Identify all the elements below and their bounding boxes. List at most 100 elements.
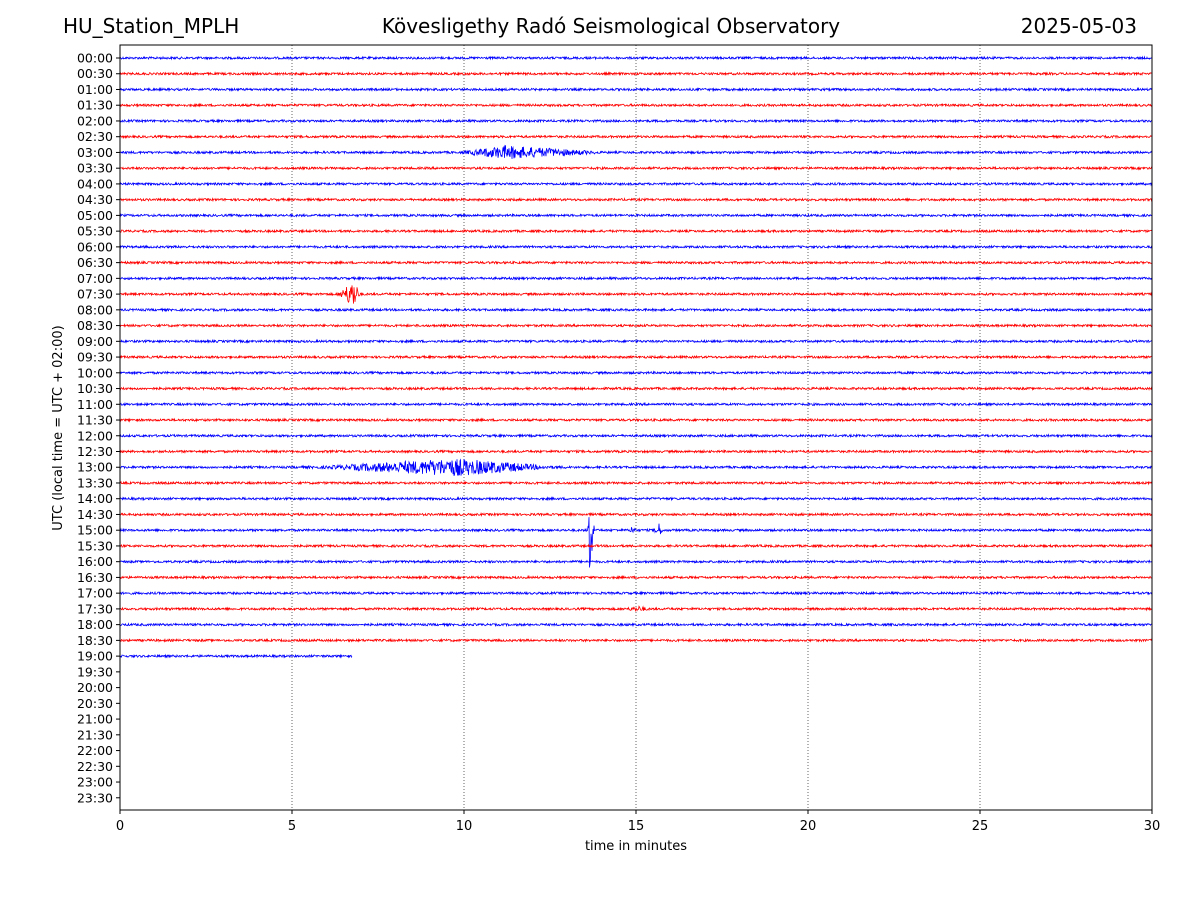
x-tick-label: 20 — [800, 819, 817, 834]
trace-1330 — [119, 480, 1153, 486]
trace-0200 — [119, 118, 1153, 124]
x-tick-label: 5 — [288, 819, 296, 834]
y-tick-label: 05:30 — [77, 224, 113, 239]
x-tick-label: 15 — [628, 819, 645, 834]
y-tick-label: 08:30 — [77, 318, 113, 333]
y-tick-label: 22:30 — [77, 759, 113, 774]
trace-0630 — [119, 260, 1153, 266]
x-tick-label: 10 — [456, 819, 473, 834]
y-tick-label: 22:00 — [77, 743, 113, 758]
trace-1730 — [119, 605, 1153, 613]
trace-0130 — [119, 102, 1153, 108]
trace-1600 — [119, 559, 1153, 565]
y-tick-labels: 00:0000:3001:0001:3002:0002:3003:0003:30… — [77, 51, 120, 805]
trace-0000 — [119, 55, 1153, 61]
y-tick-label: 16:00 — [77, 554, 113, 569]
trace-0030 — [119, 71, 1153, 77]
y-tick-label: 23:00 — [77, 775, 113, 790]
trace-1300 — [119, 458, 1153, 477]
trace-1000 — [119, 370, 1153, 376]
y-tick-label: 01:00 — [77, 82, 113, 97]
grid-lines — [291, 45, 981, 810]
trace-1130 — [119, 417, 1153, 423]
y-tick-label: 17:00 — [77, 586, 113, 601]
chart-title: Kövesligethy Radó Seismological Observat… — [381, 14, 841, 38]
y-tick-label: 07:00 — [77, 271, 113, 286]
x-tick-label: 0 — [116, 819, 124, 834]
trace-0530 — [119, 228, 1153, 234]
trace-1500 — [119, 517, 1153, 568]
trace-1900 — [119, 653, 353, 659]
trace-0330 — [119, 165, 1153, 171]
y-tick-label: 18:30 — [77, 633, 113, 648]
trace-0600 — [119, 244, 1153, 250]
x-axis-label: time in minutes — [585, 839, 687, 854]
trace-1530 — [119, 543, 1153, 549]
trace-0700 — [119, 275, 1153, 282]
trace-1230 — [119, 448, 1153, 455]
y-tick-label: 10:00 — [77, 365, 113, 380]
y-tick-label: 07:30 — [77, 287, 113, 302]
y-tick-label: 06:00 — [77, 239, 113, 254]
trace-0930 — [119, 354, 1153, 360]
y-tick-label: 20:30 — [77, 696, 113, 711]
trace-0830 — [119, 322, 1153, 329]
trace-0800 — [119, 307, 1153, 313]
y-tick-label: 04:00 — [77, 176, 113, 191]
y-tick-label: 16:30 — [77, 570, 113, 585]
y-tick-label: 03:00 — [77, 145, 113, 160]
y-tick-label: 06:30 — [77, 255, 113, 270]
trace-1200 — [119, 433, 1153, 439]
trace-0100 — [119, 86, 1153, 93]
y-tick-label: 01:30 — [77, 98, 113, 113]
y-tick-label: 14:00 — [77, 491, 113, 506]
y-tick-label: 00:30 — [77, 66, 113, 81]
seismic-traces — [119, 55, 1153, 659]
y-tick-label: 21:30 — [77, 727, 113, 742]
y-tick-label: 21:00 — [77, 712, 113, 727]
trace-0500 — [119, 212, 1153, 218]
y-tick-label: 13:30 — [77, 475, 113, 490]
y-tick-label: 09:30 — [77, 350, 113, 365]
y-tick-label: 03:30 — [77, 161, 113, 176]
trace-1100 — [119, 401, 1153, 407]
y-tick-label: 23:30 — [77, 790, 113, 805]
trace-1430 — [119, 511, 1153, 518]
y-tick-label: 19:00 — [77, 649, 113, 664]
y-tick-label: 02:30 — [77, 129, 113, 144]
station-name: HU_Station_MPLH — [63, 14, 240, 38]
trace-0300 — [119, 144, 1153, 159]
trace-0730 — [119, 285, 1153, 304]
y-tick-label: 00:00 — [77, 51, 113, 66]
y-tick-label: 10:30 — [77, 381, 113, 396]
y-tick-label: 09:00 — [77, 334, 113, 349]
x-tick-labels: 0 5 10 15 20 25 30 — [116, 810, 1160, 834]
trace-1800 — [119, 622, 1153, 628]
trace-1700 — [119, 590, 1153, 596]
y-tick-label: 02:00 — [77, 113, 113, 128]
trace-1630 — [119, 574, 1153, 581]
trace-1400 — [119, 496, 1153, 502]
y-tick-label: 14:30 — [77, 507, 113, 522]
plot-frame — [119, 44, 1153, 811]
y-axis-label: UTC (local time = UTC + 02:00) — [51, 325, 66, 530]
x-tick-label: 30 — [1144, 819, 1161, 834]
trace-0400 — [119, 181, 1153, 187]
chart-date: 2025-05-03 — [1020, 14, 1137, 38]
y-tick-label: 11:00 — [77, 397, 113, 412]
y-tick-label: 08:00 — [77, 302, 113, 317]
trace-0430 — [119, 197, 1153, 203]
y-tick-label: 20:00 — [77, 680, 113, 695]
y-tick-label: 19:30 — [77, 664, 113, 679]
y-tick-label: 17:30 — [77, 601, 113, 616]
y-tick-label: 05:00 — [77, 208, 113, 223]
y-tick-label: 15:00 — [77, 523, 113, 538]
x-tick-label: 25 — [972, 819, 989, 834]
trace-1030 — [119, 385, 1153, 392]
y-tick-label: 12:30 — [77, 444, 113, 459]
y-tick-label: 04:30 — [77, 192, 113, 207]
y-tick-label: 18:00 — [77, 617, 113, 632]
y-tick-label: 13:00 — [77, 460, 113, 475]
y-tick-label: 11:30 — [77, 413, 113, 428]
